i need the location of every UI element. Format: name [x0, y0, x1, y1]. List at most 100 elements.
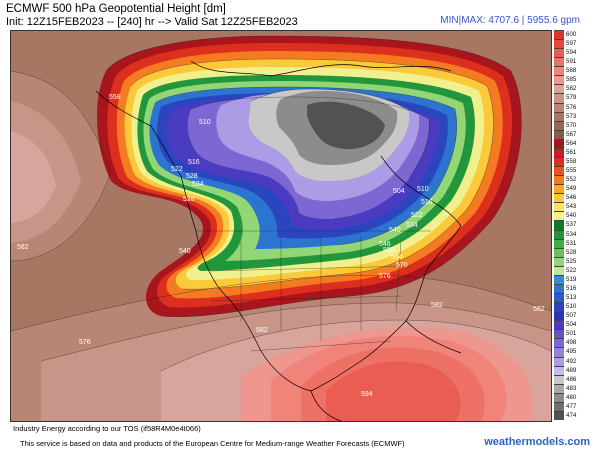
colorbar-level: 567 — [554, 129, 584, 139]
contour-label: 522 — [411, 212, 423, 219]
colorbar-level: 573 — [554, 111, 584, 121]
colorbar-label: 582 — [566, 85, 577, 93]
contour-label: 510 — [199, 119, 211, 126]
contour-label: 582 — [533, 306, 545, 313]
map-canvas: 510 516 522 528 534 540 558 582 504 510 … — [11, 31, 551, 421]
attribution-note: This service is based on data and produc… — [20, 439, 405, 448]
colorbar-label: 474 — [566, 411, 577, 419]
license-note: Industry Energy according to our TOS (if… — [13, 424, 201, 433]
colorbar-swatch — [554, 30, 564, 40]
colorbar-label: 510 — [566, 303, 577, 311]
colorbar-level: 549 — [554, 184, 584, 194]
colorbar-label: 516 — [566, 284, 577, 292]
contour-label: 546 — [379, 241, 391, 248]
colorbar-label: 558 — [566, 157, 577, 165]
colorbar-level: 510 — [554, 302, 584, 312]
colorbar-label: 561 — [566, 148, 577, 156]
colorbar-label: 588 — [566, 67, 577, 75]
contour-label: 564 — [391, 254, 403, 261]
colorbar-swatch — [554, 347, 564, 357]
colorbar-label: 531 — [566, 239, 577, 247]
contour-lines — [11, 35, 551, 372]
colorbar-level: 537 — [554, 220, 584, 230]
colorbar-level: 474 — [554, 410, 584, 420]
colorbar-label: 522 — [566, 266, 577, 274]
colorbar-label: 480 — [566, 393, 577, 401]
colorbar-label: 552 — [566, 176, 577, 184]
colorbar-label: 591 — [566, 58, 577, 66]
contour-label: 570 — [396, 262, 408, 269]
colorbar-level: 480 — [554, 392, 584, 402]
contour-label: 558 — [109, 94, 121, 101]
colorbar-swatch — [554, 129, 564, 139]
contour-label: 528 — [183, 196, 195, 203]
colorbar-level: 522 — [554, 265, 584, 275]
colorbar-swatch — [554, 238, 564, 248]
colorbar-swatch — [554, 175, 564, 185]
colorbar-swatch — [554, 338, 564, 348]
colorbar-label: 567 — [566, 130, 577, 138]
colorbar-swatch — [554, 93, 564, 103]
colorbar-swatch — [554, 410, 564, 420]
colorbar-swatch — [554, 57, 564, 67]
colorbar-label: 570 — [566, 121, 577, 129]
colorbar-level: 555 — [554, 166, 584, 176]
colorbar-label: 525 — [566, 257, 577, 265]
colorbar-swatch — [554, 39, 564, 49]
brand-logo[interactable]: weathermodels.com — [484, 436, 590, 448]
colorbar-level: 483 — [554, 383, 584, 393]
colorbar-level: 570 — [554, 120, 584, 130]
contour-label: 552 — [383, 247, 395, 254]
colorbar-legend: 600 597 594 591 588 585 582 579 576 573 570 567 564 5… — [554, 30, 584, 420]
colorbar-level: 534 — [554, 229, 584, 239]
colorbar-label: 483 — [566, 384, 577, 392]
contour-label: 516 — [421, 199, 433, 206]
colorbar-label: 594 — [566, 49, 577, 57]
colorbar-level: 576 — [554, 102, 584, 112]
colorbar-label: 573 — [566, 112, 577, 120]
colorbar-swatch — [554, 211, 564, 221]
colorbar-level: 588 — [554, 66, 584, 76]
field-band-474 — [307, 101, 385, 150]
colorbar-swatch — [554, 356, 564, 366]
colorbar-level: 495 — [554, 347, 584, 357]
colorbar-swatch — [554, 383, 564, 393]
colorbar-level: 552 — [554, 175, 584, 185]
colorbar-label: 492 — [566, 357, 577, 365]
colorbar-swatch — [554, 84, 564, 94]
colorbar-label: 537 — [566, 221, 577, 229]
colorbar-level: 582 — [554, 84, 584, 94]
colorbar-level: 558 — [554, 156, 584, 167]
colorbar-swatch — [554, 66, 564, 76]
contour-label: 576 — [79, 339, 91, 346]
colorbar-level: 579 — [554, 93, 584, 103]
contour-label: 504 — [393, 188, 405, 195]
colorbar-label: 546 — [566, 194, 577, 202]
colorbar-swatch — [554, 120, 564, 130]
colorbar-level: 531 — [554, 238, 584, 248]
colorbar-level: 507 — [554, 311, 584, 321]
colorbar-swatch — [554, 374, 564, 384]
colorbar-level: 600 — [554, 30, 584, 40]
colorbar-level: 585 — [554, 75, 584, 85]
contour-label: 528 — [186, 173, 198, 180]
colorbar-swatch — [554, 147, 564, 157]
colorbar-swatch — [554, 184, 564, 194]
colorbar-level: 516 — [554, 283, 584, 294]
colorbar-level: 546 — [554, 193, 584, 203]
colorbar-level: 504 — [554, 320, 584, 330]
contour-label: 516 — [188, 159, 200, 166]
colorbar-label: 597 — [566, 40, 577, 48]
colorbar-level: 525 — [554, 256, 584, 266]
colorbar-level: 564 — [554, 138, 584, 148]
colorbar-level: 477 — [554, 401, 584, 411]
contour-label: 510 — [417, 186, 429, 193]
colorbar-level: 543 — [554, 202, 584, 212]
contour-labels: 510 516 522 528 534 540 558 582 504 510 … — [17, 94, 545, 398]
colorbar-label: 534 — [566, 230, 577, 238]
colorbar-level: 528 — [554, 247, 584, 257]
colorbar-swatch — [554, 320, 564, 330]
colorbar-swatch — [554, 75, 564, 85]
colorbar-swatch — [554, 156, 564, 167]
colorbar-swatch — [554, 48, 564, 58]
